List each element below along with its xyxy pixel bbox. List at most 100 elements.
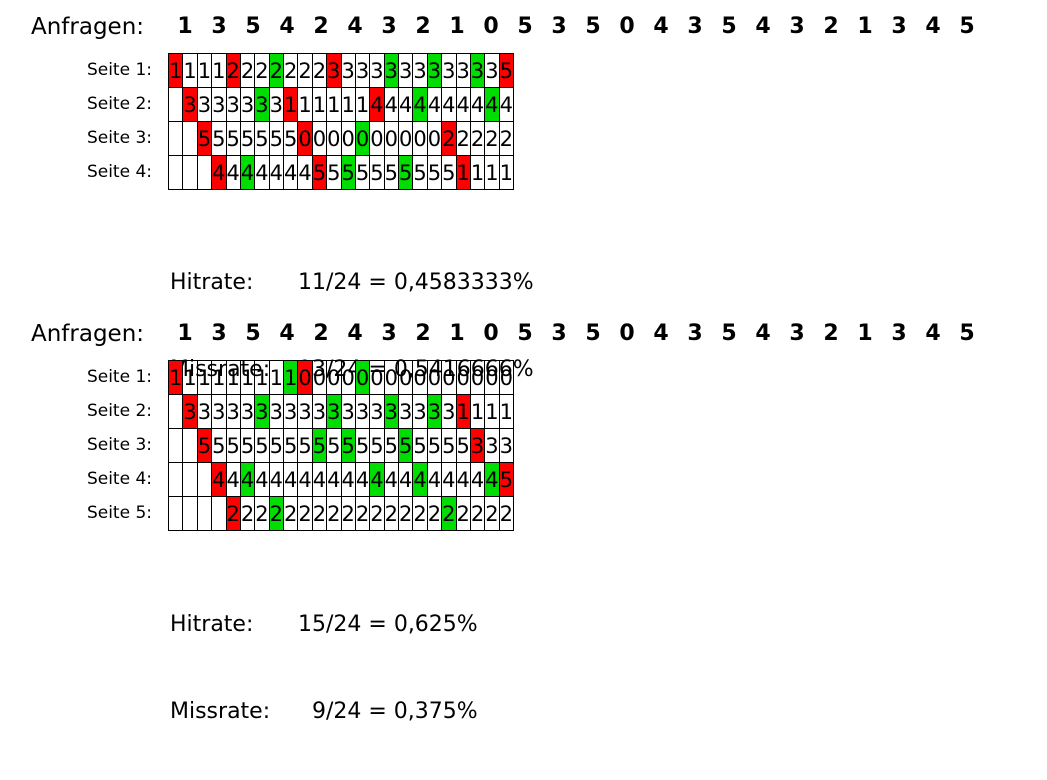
miss-cell: 0 (297, 360, 313, 395)
miss-cell: 1 (167, 53, 184, 88)
frame-cell (182, 496, 198, 531)
frame-cell: 0 (369, 360, 385, 395)
frame-cell: 0 (498, 360, 515, 395)
miss-cell: 3 (469, 428, 486, 463)
frame-cell: 3 (484, 428, 500, 463)
request-number: 2 (823, 14, 839, 39)
frame-cell: 4 (268, 155, 285, 190)
frame-cell: 2 (297, 496, 313, 531)
frame-cell: 0 (326, 121, 342, 156)
request-number: 3 (789, 14, 805, 39)
request-number: 4 (755, 14, 771, 39)
request-number: 4 (347, 321, 363, 346)
frame-cell: 3 (455, 53, 471, 88)
frame-cell: 3 (196, 87, 213, 122)
frame-cell: 1 (239, 360, 256, 395)
miss-cell: 5 (498, 53, 515, 88)
miss-cell: 4 (369, 87, 385, 122)
frame-cell: 4 (268, 462, 285, 497)
frame-cell: 1 (211, 360, 227, 395)
frame-cell: 0 (412, 121, 428, 156)
frame-cell: 5 (211, 121, 227, 156)
frame-cell: 3 (397, 394, 414, 429)
request-number: 1 (857, 321, 873, 346)
request-number: 2 (313, 321, 329, 346)
frame-cell: 2 (297, 53, 313, 88)
frame-cell: 1 (311, 87, 328, 122)
hit-cell: 3 (326, 394, 342, 429)
frame-cell: 2 (469, 496, 486, 531)
frame-cell: 1 (498, 394, 515, 429)
hit-cell: 4 (369, 462, 385, 497)
frame-cell: 0 (340, 360, 356, 395)
frame-cell: 0 (426, 360, 443, 395)
frame-cell: 0 (397, 121, 414, 156)
frame-cell: 0 (412, 360, 428, 395)
frame-cell (182, 428, 198, 463)
frame-cell: 4 (383, 462, 400, 497)
frame-cell: 3 (239, 87, 256, 122)
frame-cell: 3 (498, 428, 515, 463)
frame-cell: 0 (469, 360, 486, 395)
frame-cell: 1 (254, 360, 270, 395)
hit-cell: 5 (397, 155, 414, 190)
request-number: 1 (177, 321, 193, 346)
frame-cell (167, 462, 184, 497)
frame-cell: 2 (498, 496, 515, 531)
request-number: 1 (449, 14, 465, 39)
request-number: 4 (653, 321, 669, 346)
frame-cell: 4 (397, 462, 414, 497)
frame-cell: 3 (340, 394, 356, 429)
frame-cell: 4 (441, 87, 457, 122)
frame-cell: 4 (311, 462, 328, 497)
frame-cell: 2 (354, 496, 371, 531)
missrate-label: Missrate: (170, 699, 271, 724)
frame-cell: 0 (311, 121, 328, 156)
frame-cell: 2 (455, 496, 471, 531)
request-number: 5 (517, 14, 533, 39)
request-number: 3 (551, 321, 567, 346)
frame-cell: 5 (282, 121, 299, 156)
frame-cell: 3 (369, 394, 385, 429)
miss-cell: 4 (211, 462, 227, 497)
frame-cell (167, 496, 184, 531)
frame-cell: 5 (239, 121, 256, 156)
hit-cell: 3 (426, 394, 443, 429)
hit-cell: 2 (441, 496, 457, 531)
request-number: 3 (891, 14, 907, 39)
request-number: 3 (687, 321, 703, 346)
frame-cell: 1 (196, 53, 213, 88)
missrate-value: 9/24 = 0,375% (298, 699, 478, 724)
frame-cell: 4 (297, 462, 313, 497)
frame-cell: 3 (441, 53, 457, 88)
frame-cell: 5 (326, 428, 342, 463)
hit-cell: 4 (484, 462, 500, 497)
frame-cell: 2 (340, 496, 356, 531)
request-number: 1 (177, 14, 193, 39)
frame-cell: 3 (282, 394, 299, 429)
request-number: 0 (483, 321, 499, 346)
hitrate-value: 15/24 = 0,625% (298, 612, 478, 637)
frame-cell (182, 462, 198, 497)
page-row-label: Seite 5: (86, 503, 152, 523)
hit-cell: 3 (383, 53, 400, 88)
frame-cell: 5 (426, 155, 443, 190)
request-number: 4 (925, 14, 941, 39)
frame-cell: 2 (469, 121, 486, 156)
frame-cell: 3 (441, 394, 457, 429)
frame-cell: 5 (383, 428, 400, 463)
hit-cell: 0 (354, 360, 371, 395)
request-number: 4 (279, 14, 295, 39)
requests-label: Anfragen: (31, 321, 145, 347)
frame-cell: 5 (225, 428, 241, 463)
request-number: 5 (721, 14, 737, 39)
frame-cell: 0 (369, 121, 385, 156)
frame-cell: 0 (441, 360, 457, 395)
